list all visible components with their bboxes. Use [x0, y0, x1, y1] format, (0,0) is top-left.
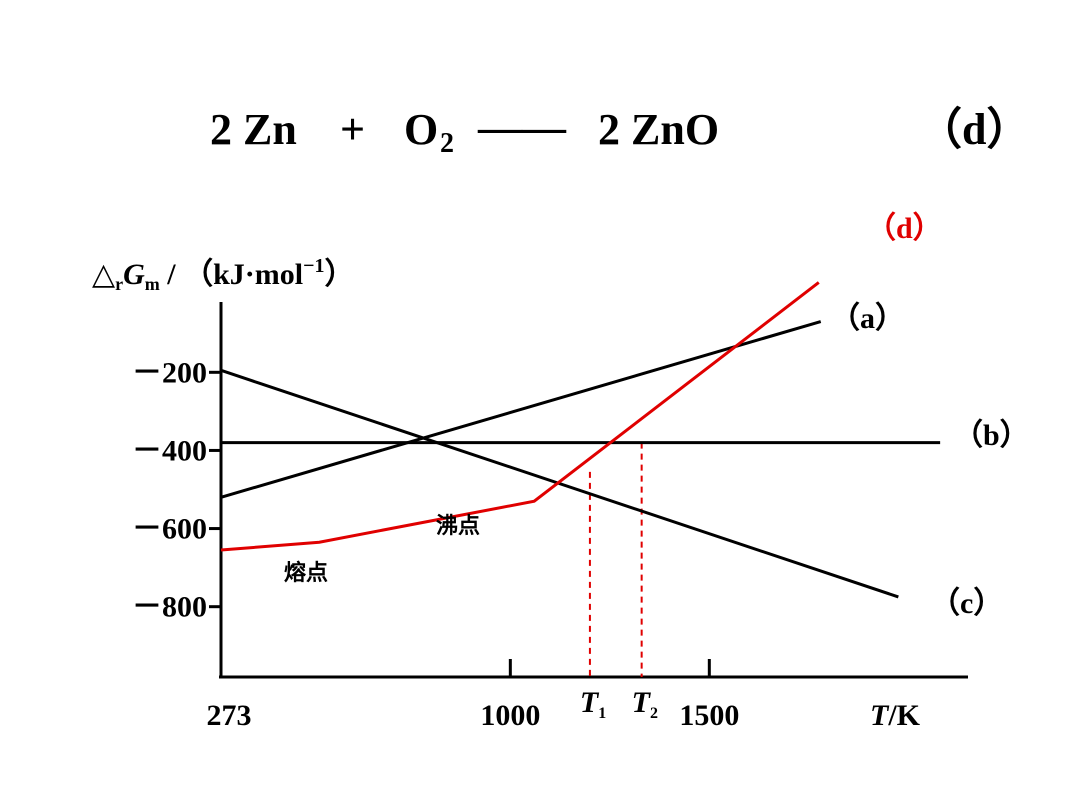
- y-tick-label: －800: [132, 591, 207, 624]
- x-mark-t: T: [580, 686, 600, 719]
- y-tick-label: －600: [132, 513, 207, 546]
- x-label-t: T: [870, 699, 890, 732]
- x-mark-t: T: [632, 686, 652, 719]
- x-mark-label: T2: [632, 686, 658, 722]
- equation-tag: （d）: [918, 105, 1031, 154]
- series-line-c: [220, 368, 899, 599]
- y-label-close: ）: [325, 257, 355, 291]
- x-mark-sub: 2: [650, 705, 658, 722]
- series-label: （b）: [953, 418, 1030, 452]
- equation-zn: 2 Zn: [210, 105, 297, 154]
- annotation: 沸点: [436, 513, 480, 539]
- x-tick-label: 1000: [480, 699, 540, 732]
- y-label-exp: −1: [303, 255, 324, 277]
- y-label-delta: △: [92, 258, 115, 291]
- series-line-d: [220, 281, 820, 552]
- x-label-unit: /K: [887, 699, 920, 732]
- x-mark-label: T1: [580, 686, 606, 722]
- series-line-a: [220, 320, 822, 499]
- series-label: （a）: [830, 301, 905, 335]
- y-label-sub-m: m: [145, 274, 160, 294]
- equation-zno: 2 ZnO: [598, 105, 720, 154]
- y-tick-label: －400: [132, 434, 207, 467]
- y-tick-label: －200: [132, 356, 207, 389]
- y-label-sub-r: r: [115, 274, 123, 294]
- series-label: （c）: [930, 586, 1003, 620]
- equation: 2 Zn + O 2 —— 2 ZnO （d）: [0, 98, 1080, 168]
- equation-o-sub: 2: [440, 128, 454, 159]
- x-tick-label: 273: [207, 699, 252, 732]
- x-mark-sub: 1: [598, 705, 606, 722]
- equation-o: O: [404, 105, 439, 154]
- y-axis-label: △rGm / （kJ·mol−1）: [92, 255, 355, 294]
- x-tick-label: 1500: [679, 699, 739, 732]
- y-label-g: G: [123, 258, 145, 291]
- annotation: 熔点: [284, 560, 328, 586]
- equation-arrow: ——: [478, 103, 566, 152]
- equation-plus: +: [340, 105, 366, 154]
- series-label: （d）: [866, 211, 943, 245]
- svg-text:△rGm / （kJ·mol−1）: △rGm / （kJ·mol−1）: [92, 255, 355, 294]
- x-axis-label: T/K: [870, 699, 921, 732]
- y-label-unit: / （kJ·mol: [160, 257, 303, 291]
